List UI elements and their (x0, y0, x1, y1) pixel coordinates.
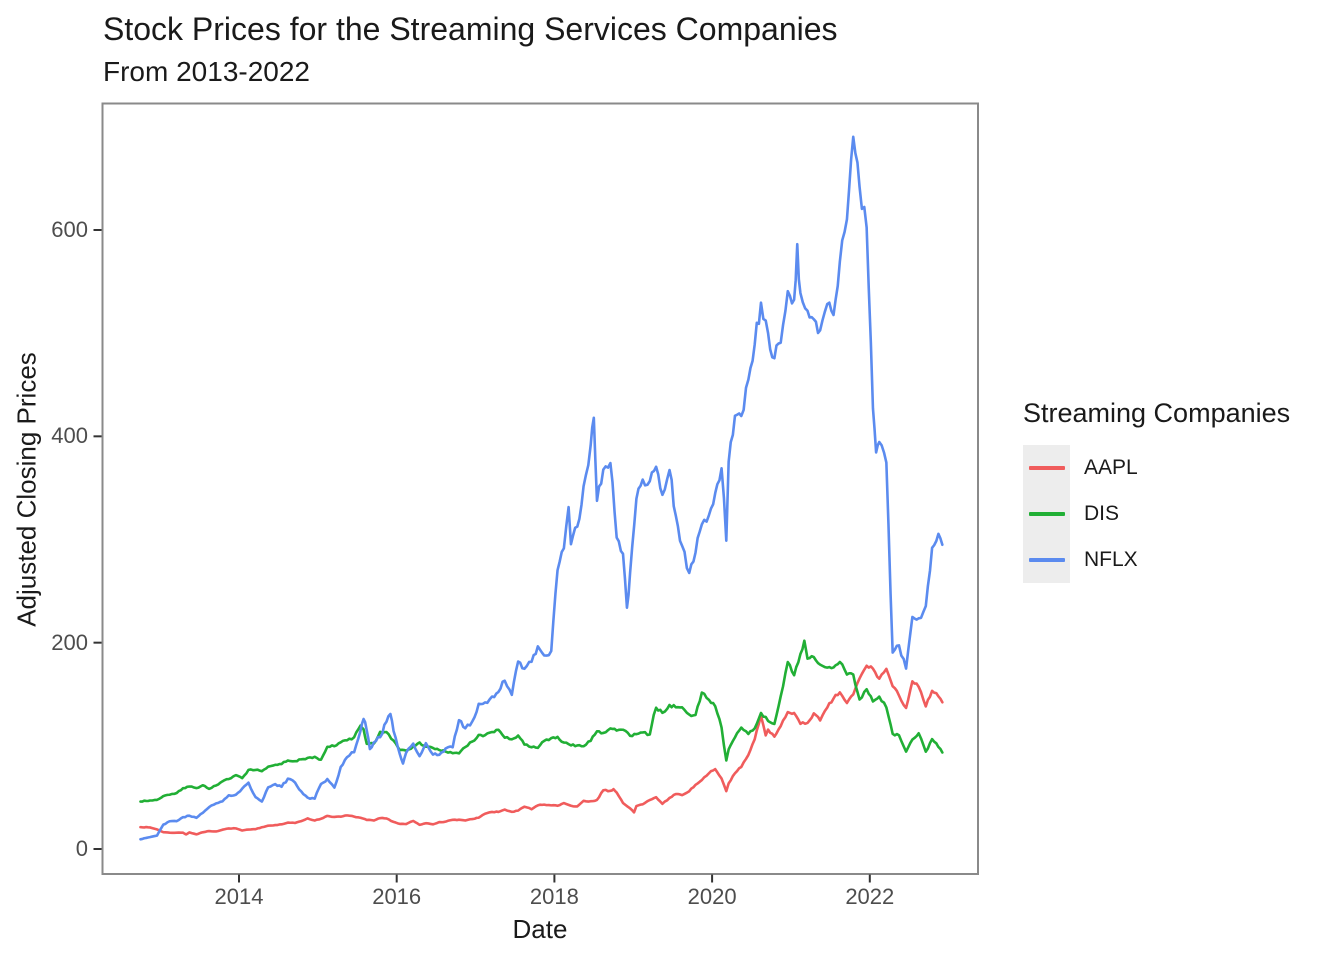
y-tick-label: 200 (51, 629, 88, 655)
y-tick-label: 600 (51, 217, 88, 242)
legend-item-aapl: AAPL (1023, 445, 1290, 491)
series-line-dis (139, 639, 944, 803)
x-axis-title: Date (512, 914, 568, 944)
legend-key-line-icon (1028, 558, 1065, 562)
legend-items: AAPL DIS NFLX (1023, 445, 1290, 583)
legend-item-dis: DIS (1023, 491, 1290, 537)
chart-title: Stock Prices for the Streaming Services … (103, 11, 838, 47)
y-tick-label: 400 (51, 423, 88, 449)
x-tick-label: 2016 (372, 884, 422, 909)
legend-key (1023, 537, 1070, 583)
legend-item-nflx: NFLX (1023, 537, 1290, 583)
x-tick-label: 2018 (529, 884, 579, 909)
legend-key (1023, 491, 1070, 537)
series-line-aapl (139, 664, 944, 836)
legend-key (1023, 445, 1070, 491)
legend-item-label: DIS (1084, 502, 1120, 525)
legend-key-line-icon (1028, 466, 1065, 470)
x-tick-label: 2020 (687, 884, 737, 909)
legend-key-line-icon (1028, 512, 1065, 516)
series-line-nflx (139, 135, 944, 841)
legend-item-label: AAPL (1084, 456, 1138, 479)
legend-title: Streaming Companies (1023, 398, 1291, 428)
x-tick-label: 2022 (845, 884, 895, 909)
x-tick-label: 2014 (214, 884, 264, 909)
chart-subtitle: From 2013-2022 (103, 56, 311, 87)
legend: Streaming Companies AAPL DIS NFLX (1023, 398, 1290, 583)
y-tick-label: 0 (75, 836, 88, 861)
legend-item-label: NFLX (1084, 548, 1138, 571)
